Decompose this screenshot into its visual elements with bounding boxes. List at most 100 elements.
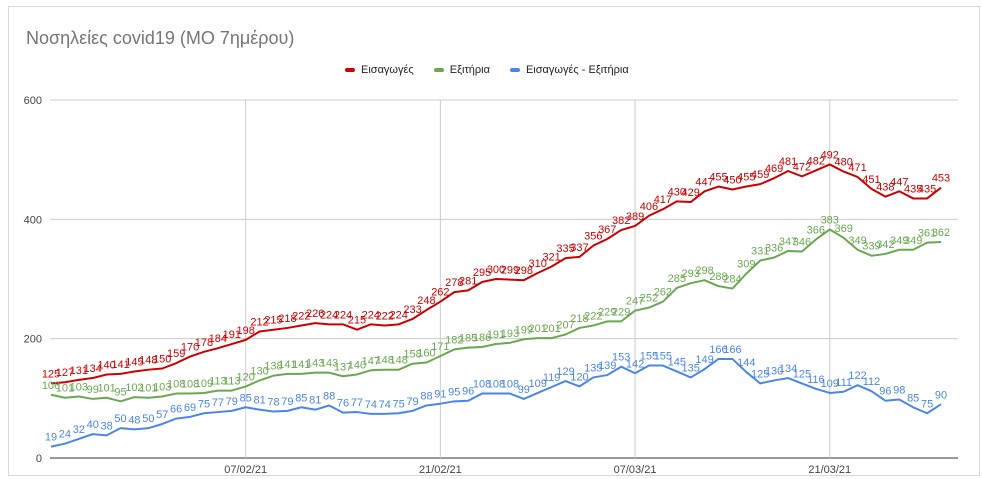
y-tick-label: 400: [24, 214, 42, 226]
data-labels: 1251271311341401411451481501591701781841…: [42, 149, 950, 443]
data-label-net: 142: [626, 358, 644, 370]
data-label-admissions: 472: [793, 161, 811, 173]
series-line-admissions: [50, 163, 942, 385]
data-label-admissions: 382: [612, 215, 630, 227]
data-label-net: 125: [751, 368, 769, 380]
data-label-discharges: 229: [612, 306, 630, 318]
data-label-admissions: 447: [890, 176, 908, 188]
data-label-discharges: 366: [807, 225, 825, 237]
data-label-admissions: 262: [431, 287, 449, 299]
legend-label-admissions: Εισαγωγές: [361, 64, 414, 76]
data-label-net: 109: [529, 378, 547, 390]
data-label-discharges: 201: [542, 323, 560, 335]
data-label-admissions: 469: [765, 163, 783, 175]
legend-item-net: Εισαγωγές - Εξιτήρια: [509, 64, 629, 76]
data-label-admissions: 233: [403, 304, 421, 316]
data-label-admissions: 450: [723, 175, 741, 187]
data-label-discharges: 199: [515, 324, 533, 336]
data-label-admissions: 184: [209, 333, 227, 345]
data-label-net: 122: [848, 370, 866, 382]
data-label-admissions: 447: [695, 176, 713, 188]
data-label-discharges: 120: [237, 371, 255, 383]
data-label-net: 95: [448, 386, 460, 398]
data-label-admissions: 482: [807, 155, 825, 167]
series-line-discharges: [50, 228, 942, 403]
data-label-net: 166: [723, 344, 741, 356]
data-label-net: 38: [101, 420, 113, 432]
data-label-admissions: 298: [515, 265, 533, 277]
data-label-discharges: 229: [598, 306, 616, 318]
data-label-admissions: 281: [459, 275, 477, 287]
data-label-admissions: 295: [473, 267, 491, 279]
data-label-admissions: 455: [737, 172, 755, 184]
data-label-net: 111: [835, 377, 852, 389]
data-label-admissions: 435: [904, 183, 922, 195]
y-tick-label: 0: [36, 453, 42, 465]
data-label-discharges: 171: [431, 341, 449, 353]
data-label-net: 50: [114, 413, 126, 425]
data-label-admissions: 389: [626, 211, 644, 223]
data-label-admissions: 321: [542, 251, 560, 263]
data-label-net: 112: [863, 376, 881, 388]
data-label-net: 50: [142, 413, 154, 425]
data-label-admissions: 170: [181, 342, 199, 354]
data-label-net: 77: [351, 397, 363, 409]
x-axis: 07/02/21 21/02/21 07/03/21 21/03/21: [224, 464, 851, 476]
data-label-net: 75: [921, 398, 933, 410]
x-tick-label: 21/02/21: [419, 464, 462, 476]
data-label-net: 108: [473, 379, 491, 391]
data-label-discharges: 349: [904, 235, 922, 247]
data-label-admissions: 430: [668, 186, 686, 198]
data-label-admissions: 480: [834, 157, 852, 169]
data-label-net: 79: [406, 396, 418, 408]
data-label-admissions: 224: [320, 309, 338, 321]
data-label-admissions: 215: [264, 315, 282, 327]
data-label-discharges: 185: [459, 333, 477, 345]
legend-item-discharges: Εξιτήρια: [433, 64, 490, 76]
data-label-discharges: 102: [125, 382, 143, 394]
data-label-net: 79: [226, 396, 238, 408]
data-label-net: 108: [487, 379, 505, 391]
data-label-admissions: 367: [598, 224, 616, 236]
data-label-admissions: 310: [529, 258, 547, 270]
data-label-discharges: 143: [306, 358, 324, 370]
data-label-net: 74: [365, 399, 377, 411]
data-label-net: 119: [543, 372, 561, 384]
data-label-admissions: 127: [56, 367, 74, 379]
data-label-discharges: 141: [278, 359, 296, 371]
data-label-admissions: 140: [97, 359, 115, 371]
data-label-net: 90: [935, 389, 947, 401]
data-label-admissions: 222: [292, 311, 310, 323]
data-label-net: 32: [73, 424, 85, 436]
data-label-discharges: 346: [793, 237, 811, 249]
data-label-discharges: 103: [70, 382, 88, 394]
legend-label-discharges: Εξιτήρια: [449, 64, 490, 76]
series-lines: [50, 163, 942, 448]
data-label-net: 145: [668, 356, 686, 368]
data-label-net: 57: [156, 409, 168, 421]
data-label-admissions: 471: [848, 162, 866, 174]
data-label-discharges: 130: [250, 365, 268, 377]
data-label-discharges: 369: [834, 223, 852, 235]
data-label-discharges: 262: [654, 287, 672, 299]
data-label-net: 96: [879, 386, 891, 398]
data-label-net: 108: [501, 379, 519, 391]
series-line-net: [50, 357, 942, 448]
data-label-net: 166: [709, 344, 727, 356]
data-label-net: 139: [598, 360, 616, 372]
data-label-discharges: 207: [556, 319, 574, 331]
data-label-net: 85: [240, 392, 252, 404]
data-label-admissions: 224: [389, 309, 407, 321]
data-label-net: 76: [337, 398, 349, 410]
data-label-admissions: 248: [417, 295, 435, 307]
legend-swatch-discharges: [433, 68, 444, 72]
data-label-admissions: 335: [556, 243, 574, 255]
data-label-net: 88: [420, 390, 432, 402]
data-label-discharges: 191: [487, 329, 505, 341]
y-tick-label: 600: [24, 95, 42, 107]
data-label-discharges: 222: [584, 311, 602, 323]
data-label-admissions: 337: [570, 242, 588, 254]
data-label-net: 149: [695, 354, 713, 366]
data-label-admissions: 224: [334, 309, 352, 321]
data-label-net: 75: [198, 398, 210, 410]
